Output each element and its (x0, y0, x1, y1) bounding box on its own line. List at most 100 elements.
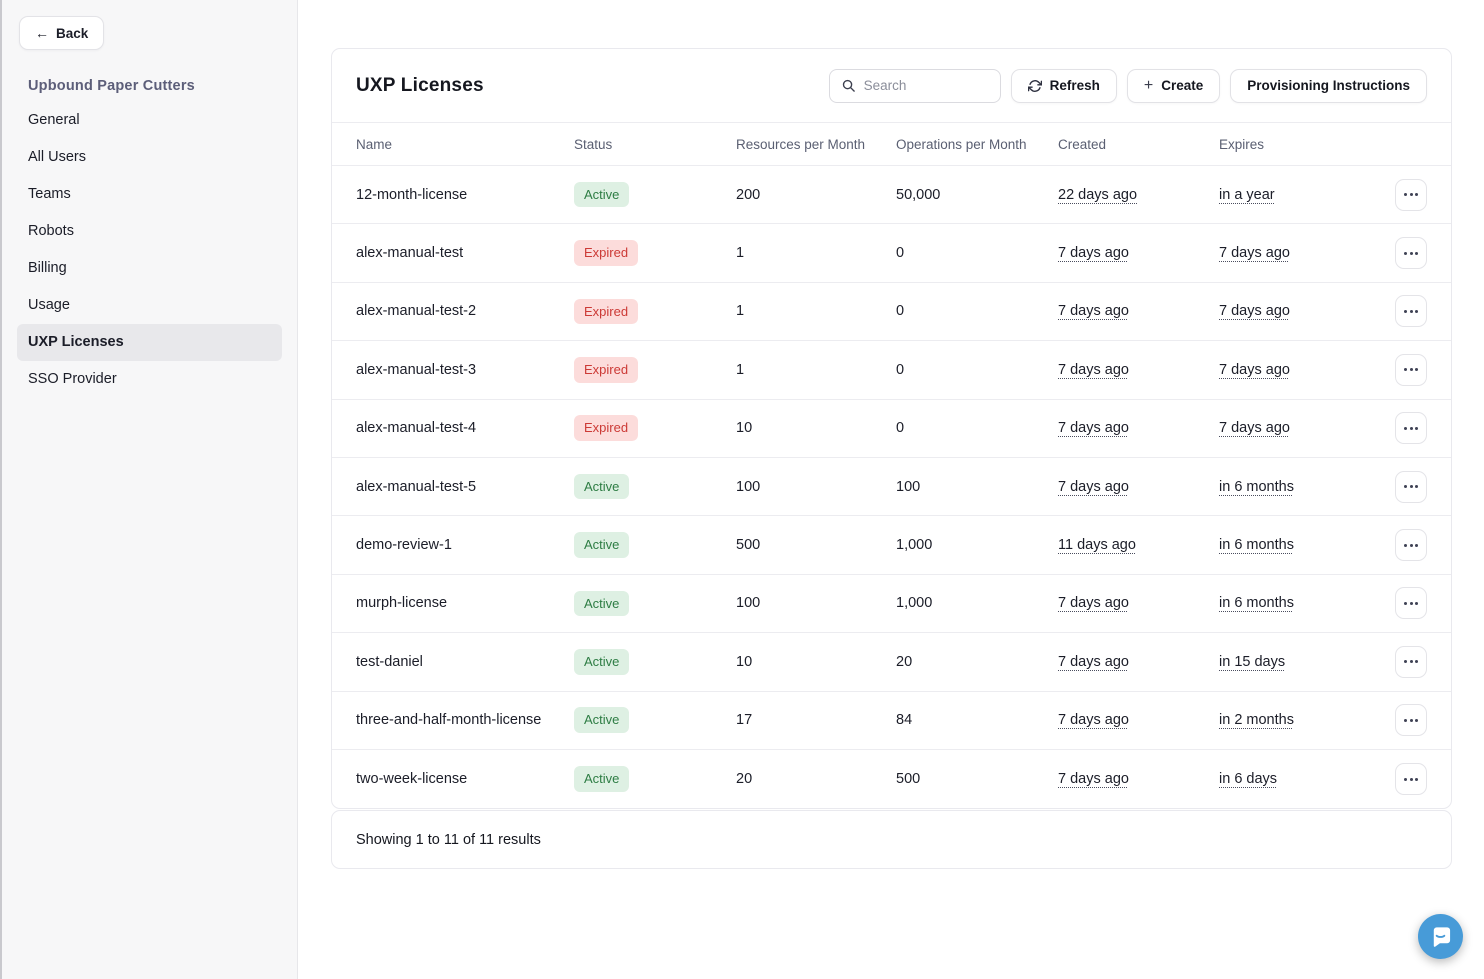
resources-per-month-value: 500 (736, 537, 761, 554)
row-actions-button[interactable] (1395, 412, 1427, 445)
create-button-label: Create (1161, 78, 1204, 93)
expires-value[interactable]: 7 days ago (1219, 245, 1290, 262)
table-row: alex-manual-test-4 Expired 10 0 7 days a… (332, 400, 1451, 458)
table-row: alex-manual-test-2 Expired 1 0 7 days ag… (332, 283, 1451, 342)
refresh-button[interactable]: Refresh (1010, 68, 1117, 103)
licenses-card: UXP Licenses Refresh (331, 48, 1452, 810)
created-value[interactable]: 7 days ago (1058, 712, 1129, 729)
license-name: murph-license (356, 595, 448, 612)
expires-value[interactable]: in 6 months (1219, 537, 1294, 554)
row-actions-button[interactable] (1395, 295, 1427, 328)
sidebar-item-label: Usage (28, 297, 70, 313)
row-actions-button[interactable] (1395, 470, 1427, 503)
created-value[interactable]: 11 days ago (1058, 537, 1136, 554)
created-value[interactable]: 7 days ago (1058, 478, 1129, 495)
status-badge: Expired (574, 415, 639, 442)
table-row: 12-month-license Active 200 50,000 22 da… (332, 166, 1451, 225)
search-input[interactable] (863, 78, 989, 93)
created-value[interactable]: 7 days ago (1058, 595, 1129, 612)
created-value[interactable]: 7 days ago (1058, 303, 1129, 320)
expires-value[interactable]: in a year (1219, 186, 1275, 203)
sidebar-item-usage[interactable]: Usage (17, 287, 282, 324)
chat-launcher-button[interactable] (1418, 914, 1463, 959)
status-badge: Active (574, 181, 630, 208)
resources-per-month-value: 10 (736, 420, 753, 437)
sidebar-item-label: Teams (28, 186, 71, 202)
search-box[interactable] (828, 68, 1001, 103)
sidebar-item-teams[interactable]: Teams (17, 176, 282, 213)
back-button[interactable]: ← Back (19, 16, 105, 50)
sidebar-item-robots[interactable]: Robots (17, 213, 282, 250)
operations-per-month-value: 0 (896, 303, 905, 320)
row-actions-button[interactable] (1395, 763, 1427, 796)
sidebar-item-general[interactable]: General (17, 102, 282, 139)
created-value[interactable]: 7 days ago (1058, 245, 1129, 262)
resources-per-month-value: 1 (736, 303, 745, 320)
sidebar-item-all-users[interactable]: All Users (17, 139, 282, 176)
resources-per-month-value: 1 (736, 361, 745, 378)
resources-per-month-value: 100 (736, 595, 761, 612)
refresh-icon (1027, 79, 1042, 92)
refresh-button-label: Refresh (1049, 78, 1100, 93)
sidebar-item-label: SSO Provider (28, 371, 117, 387)
license-name: two-week-license (356, 771, 468, 788)
row-actions-button[interactable] (1395, 353, 1427, 386)
created-value[interactable]: 7 days ago (1058, 420, 1129, 437)
ellipsis-icon (1404, 543, 1418, 547)
resources-per-month-value: 100 (736, 478, 761, 495)
table-row: demo-review-1 Active 500 1,000 11 days a… (332, 516, 1451, 575)
row-actions-button[interactable] (1395, 645, 1427, 678)
operations-per-month-value: 0 (896, 420, 905, 437)
row-actions-button[interactable] (1395, 704, 1427, 737)
created-value[interactable]: 22 days ago (1058, 186, 1138, 203)
column-header-name: Name (356, 136, 393, 152)
ellipsis-icon (1404, 368, 1418, 372)
created-value[interactable]: 7 days ago (1058, 771, 1129, 788)
sidebar-item-uxp-licenses[interactable]: UXP Licenses (17, 324, 282, 361)
resources-per-month-value: 1 (736, 245, 745, 262)
expires-value[interactable]: in 15 days (1219, 653, 1286, 670)
column-header-created: Created (1058, 136, 1107, 152)
sidebar-item-label: Robots (28, 223, 74, 239)
row-actions-button[interactable] (1395, 237, 1427, 270)
ellipsis-icon (1404, 718, 1418, 722)
row-actions-button[interactable] (1395, 587, 1427, 620)
sidebar-nav: General All Users Teams Robots Billing U… (2, 102, 297, 398)
operations-per-month-value: 1,000 (896, 595, 933, 612)
expires-value[interactable]: 7 days ago (1219, 303, 1290, 320)
expires-value[interactable]: 7 days ago (1219, 420, 1290, 437)
table-header-row: Name Status Resources per Month Operatio… (332, 122, 1451, 166)
license-name: test-daniel (356, 653, 423, 670)
sidebar-item-billing[interactable]: Billing (17, 250, 282, 287)
table-row: three-and-half-month-license Active 17 8… (332, 692, 1451, 750)
table-row: test-daniel Active 10 20 7 days ago in 1… (332, 633, 1451, 692)
license-name: alex-manual-test-3 (356, 361, 477, 378)
resources-per-month-value: 10 (736, 653, 753, 670)
expires-value[interactable]: in 6 days (1219, 771, 1278, 788)
sidebar-item-sso-provider[interactable]: SSO Provider (17, 361, 282, 398)
operations-per-month-value: 20 (896, 653, 913, 670)
operations-per-month-value: 50,000 (896, 186, 941, 203)
created-value[interactable]: 7 days ago (1058, 653, 1129, 670)
expires-value[interactable]: in 2 months (1219, 712, 1294, 729)
status-badge: Expired (574, 240, 639, 266)
created-value[interactable]: 7 days ago (1058, 361, 1129, 378)
provisioning-instructions-label: Provisioning Instructions (1247, 78, 1410, 93)
ellipsis-icon (1404, 426, 1418, 430)
ellipsis-icon (1404, 485, 1418, 489)
expires-value[interactable]: in 6 months (1219, 595, 1294, 612)
results-count-text: Showing 1 to 11 of 11 results (356, 831, 541, 848)
provisioning-instructions-button[interactable]: Provisioning Instructions (1230, 68, 1427, 103)
expires-value[interactable]: 7 days ago (1219, 361, 1290, 378)
column-header-expires: Expires (1219, 136, 1265, 152)
ellipsis-icon (1404, 193, 1418, 197)
status-badge: Expired (574, 357, 639, 383)
row-actions-button[interactable] (1395, 178, 1427, 211)
sidebar-item-label: Billing (28, 260, 67, 276)
create-button[interactable]: + Create (1126, 68, 1221, 103)
expires-value[interactable]: in 6 months (1219, 478, 1294, 495)
status-badge: Expired (574, 298, 639, 325)
row-actions-button[interactable] (1395, 529, 1427, 562)
resources-per-month-value: 20 (736, 771, 753, 788)
table-row: alex-manual-test Expired 1 0 7 days ago … (332, 224, 1451, 283)
